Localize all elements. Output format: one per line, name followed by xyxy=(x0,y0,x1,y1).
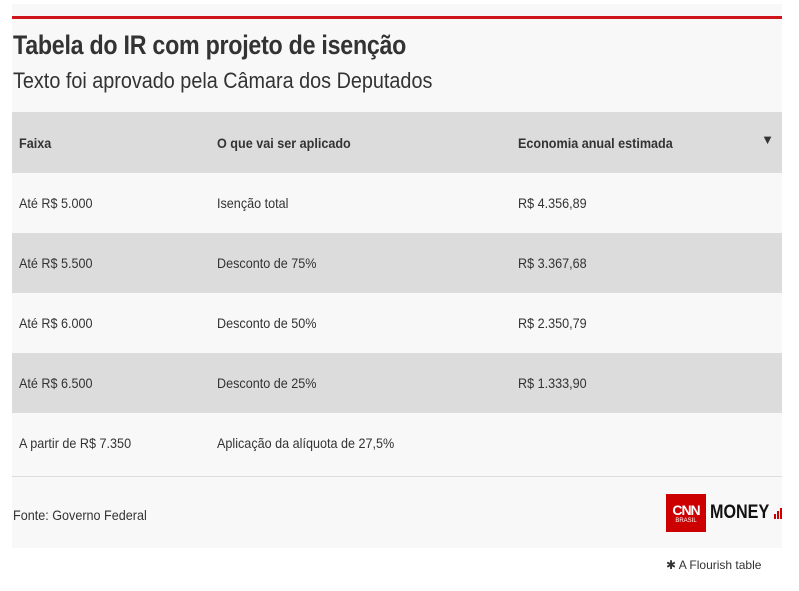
table-row: Até R$ 5.000 Isenção total R$ 4.356,89 xyxy=(19,195,587,211)
table-header-row: Faixa O que vai ser aplicado Economia an… xyxy=(12,112,782,173)
flourish-table-card: Tabela do IR com projeto de isenção Text… xyxy=(12,4,782,548)
data-table: Faixa O que vai ser aplicado Economia an… xyxy=(12,112,782,473)
sort-descending-icon[interactable]: ▼ xyxy=(761,132,774,147)
flourish-icon: ✱ xyxy=(666,558,677,572)
table-row: Até R$ 5.500 Desconto de 75% R$ 3.367,68 xyxy=(12,233,782,293)
column-header-aplicado[interactable]: O que vai ser aplicado xyxy=(210,112,511,173)
flourish-credit-link[interactable]: ✱ A Flourish table xyxy=(666,558,762,572)
footer: Fonte: Governo Federal CNN BRASIL MONEY xyxy=(12,476,782,549)
page-subtitle: Texto foi aprovado pela Câmara dos Deput… xyxy=(13,68,433,93)
bar-chart-icon xyxy=(773,507,782,519)
column-header-faixa[interactable]: Faixa xyxy=(12,112,210,173)
source-note: Fonte: Governo Federal xyxy=(13,507,147,523)
table-row: A partir de R$ 7.350 Aplicação da alíquot… xyxy=(19,435,395,451)
table-row: Até R$ 6.500 Desconto de 25% R$ 1.333,90 xyxy=(12,353,782,413)
cnn-money-logo: CNN BRASIL MONEY xyxy=(666,494,782,532)
page-title: Tabela do IR com projeto de isenção xyxy=(13,30,407,60)
column-header-economia[interactable]: Economia anual estimada xyxy=(511,112,782,173)
cnn-brasil-logo-icon: CNN BRASIL xyxy=(666,494,706,532)
accent-bar xyxy=(12,16,782,19)
table-row: Até R$ 6.000 Desconto de 50% R$ 2.350,79 xyxy=(19,315,587,331)
